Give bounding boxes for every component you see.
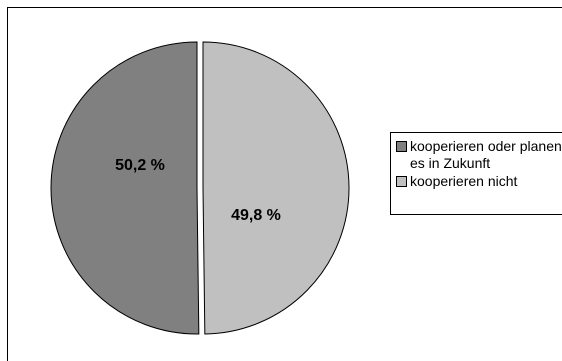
pie-slice-kooperieren-oder-planen — [50, 41, 200, 335]
slice-label-kooperieren-nicht: 49,8 % — [231, 207, 281, 224]
legend-item-kooperieren-oder-planen: kooperieren oder planen es in Zukunft — [396, 138, 562, 172]
legend-swatch — [396, 176, 407, 187]
slice-label-kooperieren-oder-planen: 50,2 % — [115, 157, 165, 174]
legend-item-kooperieren-nicht: kooperieren nicht — [396, 173, 562, 190]
legend-label: kooperieren nicht — [410, 173, 518, 189]
chart-legend: kooperieren oder planen es in Zukunft ko… — [390, 132, 562, 215]
legend-label: kooperieren oder planen es in Zukunft — [410, 138, 562, 171]
pie-slice-kooperieren-nicht — [202, 41, 350, 335]
legend-swatch — [396, 141, 407, 152]
